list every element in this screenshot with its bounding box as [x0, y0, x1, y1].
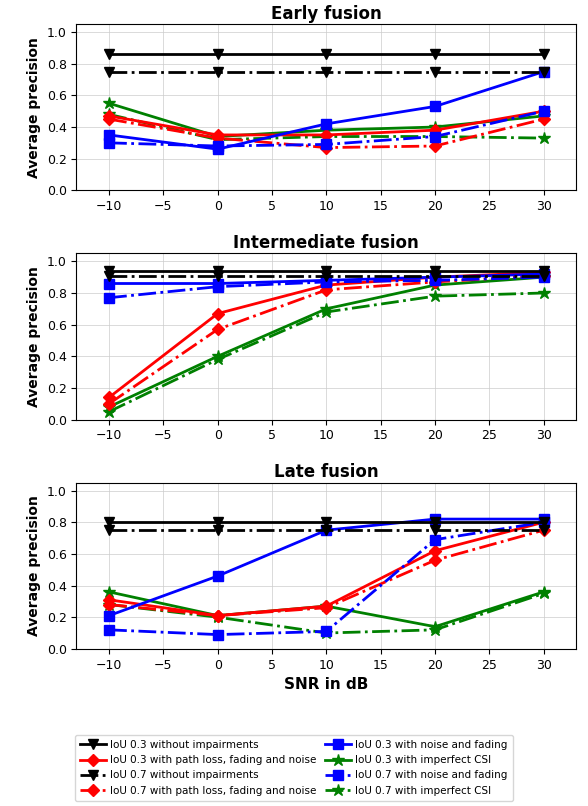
Legend: IoU 0.3 without impairments, IoU 0.3 with path loss, fading and noise, IoU 0.7 w: IoU 0.3 without impairments, IoU 0.3 wit… [75, 735, 513, 801]
Y-axis label: Average precision: Average precision [27, 496, 41, 636]
Title: Early fusion: Early fusion [271, 5, 382, 23]
Y-axis label: Average precision: Average precision [27, 37, 41, 177]
X-axis label: SNR in dB: SNR in dB [284, 677, 369, 692]
Y-axis label: Average precision: Average precision [27, 266, 41, 407]
Title: Late fusion: Late fusion [274, 463, 379, 481]
Title: Intermediate fusion: Intermediate fusion [233, 234, 419, 252]
